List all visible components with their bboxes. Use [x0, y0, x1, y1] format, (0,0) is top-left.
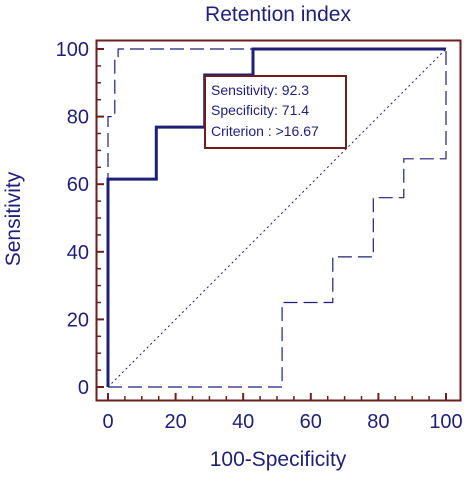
annotation-box: Sensitivity: 92.3 Specificity: 71.4 Crit… — [204, 75, 347, 149]
y-tick-label: 0 — [78, 377, 89, 399]
y-tick-label: 40 — [67, 242, 89, 264]
x-tick-label: 80 — [367, 411, 389, 433]
x-tick-label: 60 — [300, 411, 322, 433]
y-tick-label: 100 — [56, 39, 89, 61]
annotation-line-3: Criterion : >16.67 — [211, 123, 319, 139]
x-tick-label: 100 — [429, 411, 462, 433]
y-axis-title: Sensitivity — [2, 171, 25, 266]
plot-frame — [95, 39, 462, 402]
x-axis-title: 100-Specificity — [210, 448, 347, 471]
x-tick-label: 40 — [232, 411, 254, 433]
y-tick-label: 80 — [67, 107, 89, 129]
annotation-line-2: Specificity: 71.4 — [211, 102, 309, 118]
y-ticks: 0 20 40 60 80 100 — [56, 39, 104, 399]
series-lower-confidence-bound — [108, 49, 447, 388]
y-tick-label: 20 — [67, 309, 89, 331]
x-tick-label: 0 — [102, 411, 113, 433]
series-upper-confidence-bound — [107, 48, 446, 387]
x-tick-label: 20 — [164, 411, 186, 433]
x-ticks: 0 20 40 60 80 100 — [102, 393, 463, 433]
y-tick-label: 60 — [67, 174, 89, 196]
chart-title: Retention index — [205, 3, 351, 26]
annotation-line-1: Sensitivity: 92.3 — [211, 82, 309, 98]
